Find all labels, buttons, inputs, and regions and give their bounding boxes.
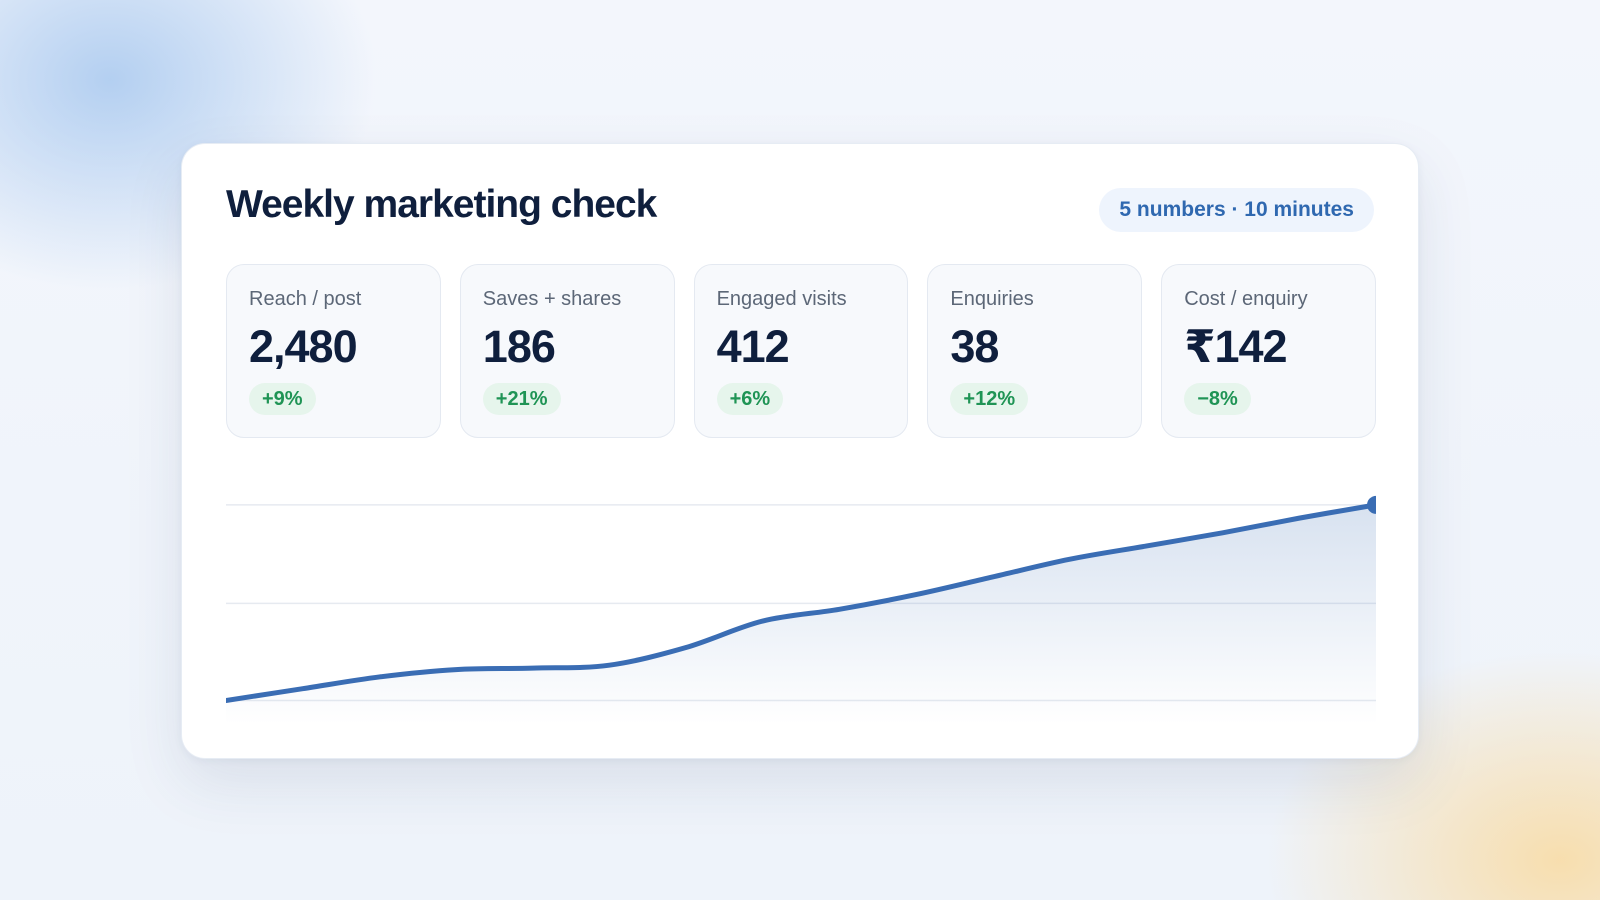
metric-card-saves-shares[interactable]: Saves + shares 186 +21% bbox=[459, 264, 675, 438]
metrics-row: Reach / post 2,480 +9% Saves + shares 18… bbox=[226, 264, 1376, 438]
metric-label: Engaged visits bbox=[716, 288, 847, 310]
metric-change-badge: +6% bbox=[716, 383, 784, 415]
page-title: Weekly marketing check bbox=[226, 183, 657, 226]
metric-change-badge: +12% bbox=[950, 383, 1029, 415]
metric-change-badge: +21% bbox=[482, 383, 561, 415]
trend-end-point[interactable] bbox=[1367, 495, 1376, 514]
metric-change-badge: −8% bbox=[1184, 383, 1251, 415]
metric-value: 412 bbox=[716, 321, 790, 372]
trend-chart bbox=[226, 495, 1376, 724]
metric-label: Reach / post bbox=[249, 288, 362, 310]
metric-card-enquiries[interactable]: Enquiries 38 +12% bbox=[927, 264, 1143, 438]
metric-value: ₹142 bbox=[1184, 321, 1287, 372]
metric-label: Saves + shares bbox=[482, 288, 622, 310]
metric-value: 2,480 bbox=[249, 321, 358, 372]
metric-value: 186 bbox=[482, 321, 556, 372]
trend-line bbox=[226, 502, 1376, 703]
summary-badge: 5 numbers · 10 minutes bbox=[1099, 188, 1374, 232]
metric-card-cost-per-enquiry[interactable]: Cost / enquiry ₹142 −8% bbox=[1161, 264, 1376, 438]
metric-card-reach[interactable]: Reach / post 2,480 +9% bbox=[226, 264, 441, 438]
metric-card-engaged-visits[interactable]: Engaged visits 412 +6% bbox=[693, 264, 909, 438]
metric-label: Cost / enquiry bbox=[1184, 288, 1308, 310]
metric-value: 38 bbox=[950, 321, 999, 372]
metric-change-badge: +9% bbox=[249, 383, 316, 415]
metric-label: Enquiries bbox=[950, 288, 1034, 310]
dashboard-card: Weekly marketing check 5 numbers · 10 mi… bbox=[181, 143, 1419, 759]
